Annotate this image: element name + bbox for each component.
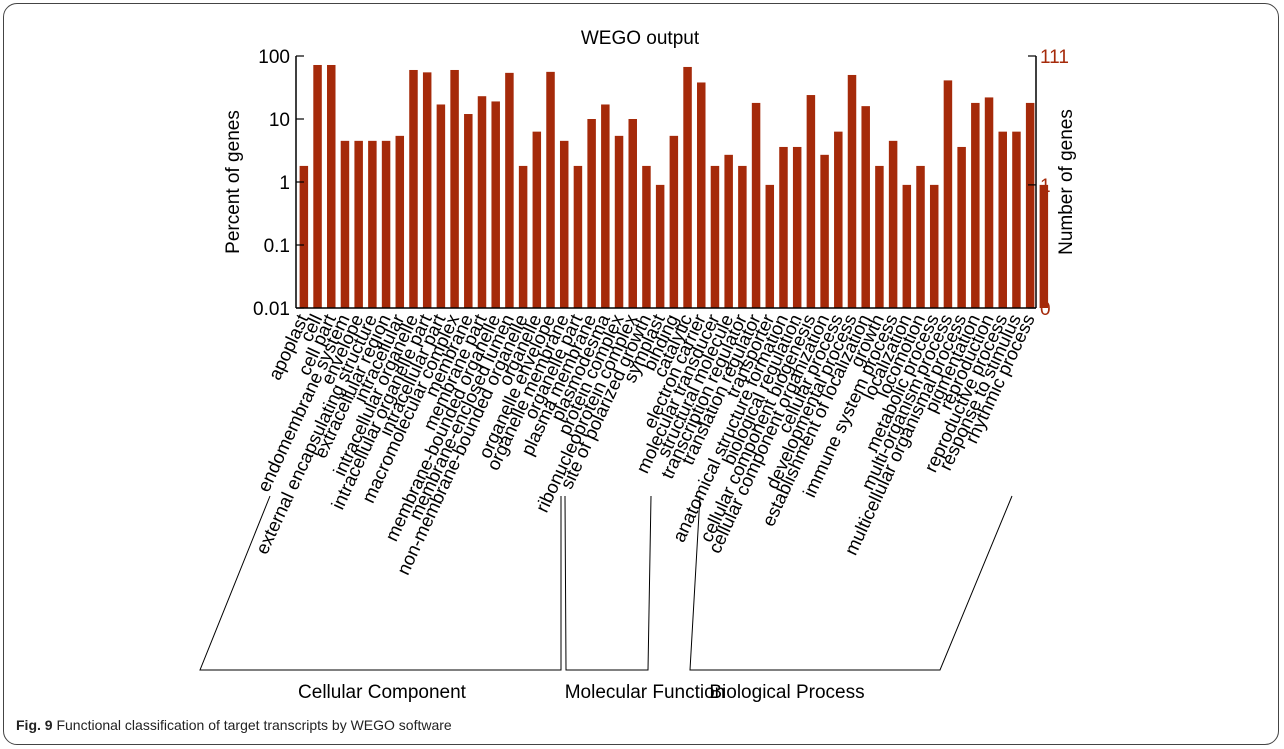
bar bbox=[313, 64, 322, 308]
bar bbox=[628, 119, 637, 308]
y2-tick-label: 0 bbox=[1040, 299, 1051, 320]
bar bbox=[409, 69, 418, 308]
y-axis-label: Percent of genes bbox=[223, 110, 244, 254]
bar bbox=[477, 96, 487, 308]
bar bbox=[875, 165, 884, 308]
bar bbox=[368, 140, 377, 308]
bar bbox=[340, 140, 350, 308]
y-tick-label: 0.01 bbox=[253, 299, 290, 320]
bar bbox=[518, 165, 528, 308]
bar bbox=[532, 131, 542, 308]
bar bbox=[724, 154, 733, 308]
bar bbox=[779, 146, 788, 308]
bar bbox=[888, 140, 898, 308]
bar bbox=[436, 104, 446, 308]
bar bbox=[587, 119, 596, 308]
bar bbox=[834, 131, 843, 308]
group-label: Biological Process bbox=[709, 682, 864, 703]
group-label: Cellular Component bbox=[298, 682, 467, 703]
bar bbox=[655, 184, 665, 308]
bar bbox=[1012, 131, 1021, 308]
bar bbox=[614, 135, 624, 308]
bar bbox=[792, 146, 802, 308]
bar bbox=[354, 140, 363, 308]
bar bbox=[806, 95, 816, 308]
bar bbox=[751, 102, 761, 308]
bar bbox=[943, 80, 953, 308]
y2-tick-label: 111 bbox=[1040, 47, 1069, 68]
bar bbox=[929, 184, 939, 308]
bar bbox=[395, 135, 405, 308]
bar bbox=[971, 102, 980, 308]
bar bbox=[573, 165, 583, 308]
group-bracket bbox=[564, 495, 652, 671]
y-tick-label: 100 bbox=[258, 47, 290, 68]
bar bbox=[1039, 184, 1049, 308]
figure-frame bbox=[3, 3, 1279, 745]
bar bbox=[861, 106, 870, 308]
bar bbox=[559, 140, 569, 308]
bar bbox=[464, 114, 473, 308]
bar bbox=[820, 154, 829, 308]
figure-caption: Fig. 9 Functional classification of targ… bbox=[16, 717, 452, 733]
bar bbox=[1025, 102, 1035, 308]
bar bbox=[505, 72, 514, 308]
bar bbox=[491, 101, 500, 308]
wego-chart: WEGO output Percent of genes Number of g… bbox=[199, 28, 1077, 703]
chart-title: WEGO output bbox=[581, 28, 700, 49]
bar bbox=[710, 165, 720, 308]
bar bbox=[422, 72, 432, 308]
bar bbox=[669, 135, 679, 308]
bar bbox=[327, 64, 336, 308]
y2-axis-label: Number of genes bbox=[1056, 109, 1077, 255]
group-bracket bbox=[689, 495, 1013, 671]
bar bbox=[957, 146, 966, 308]
y-tick-label: 10 bbox=[269, 110, 290, 131]
y2-tick-label: 1 bbox=[1040, 176, 1051, 197]
bar bbox=[381, 140, 391, 308]
bar bbox=[299, 165, 309, 308]
bar bbox=[765, 184, 775, 308]
bar bbox=[642, 165, 651, 308]
bar bbox=[450, 69, 459, 308]
caption-text: Functional classification of target tran… bbox=[56, 717, 452, 733]
bar bbox=[916, 165, 925, 308]
bar bbox=[683, 66, 692, 308]
bar bbox=[738, 165, 747, 308]
group-label: Molecular Function bbox=[565, 682, 726, 703]
bar bbox=[847, 74, 857, 308]
y-tick-label: 0.1 bbox=[264, 236, 290, 257]
group-bracket bbox=[199, 495, 562, 671]
y-tick-label: 1 bbox=[279, 173, 290, 194]
bar bbox=[601, 104, 610, 308]
caption-label: Fig. 9 bbox=[16, 717, 53, 733]
bar bbox=[697, 82, 706, 308]
bar bbox=[984, 97, 994, 308]
bar bbox=[902, 184, 912, 308]
bar bbox=[546, 71, 555, 308]
bar bbox=[998, 131, 1007, 308]
